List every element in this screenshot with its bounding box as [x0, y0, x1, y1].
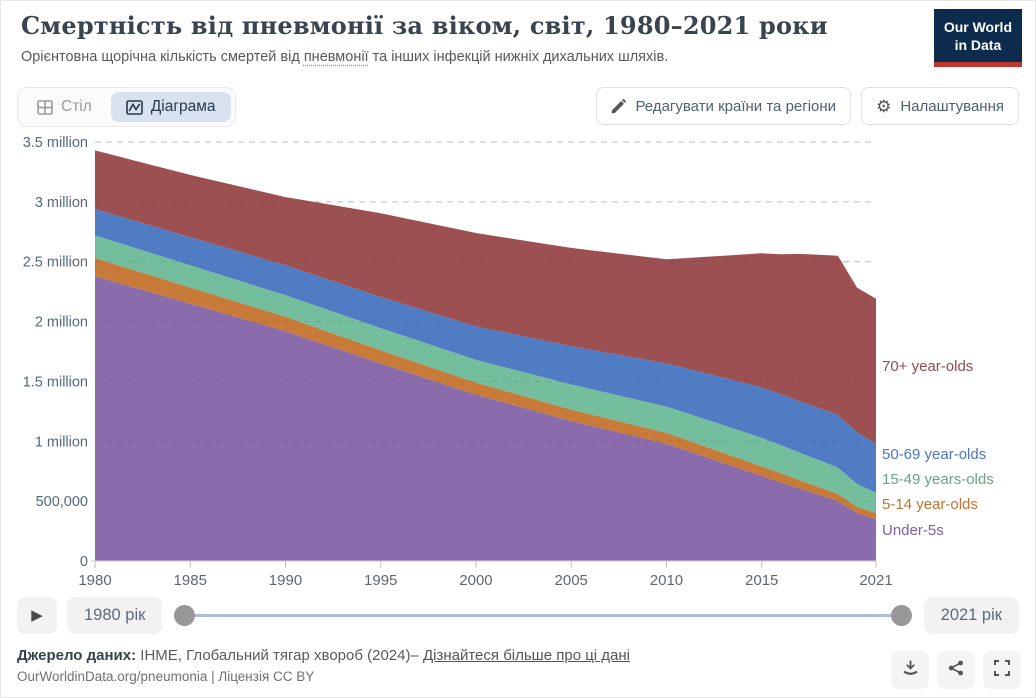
chart-area: 1980 1985 1990 1995 2000 2005 2010 2015 2021 0 500…: [1, 135, 1036, 591]
pencil-icon: [611, 98, 627, 114]
fullscreen-button[interactable]: [983, 651, 1021, 689]
download-button[interactable]: [891, 651, 929, 689]
tab-table[interactable]: Стіл: [22, 92, 107, 122]
play-icon: ▶: [31, 607, 43, 624]
legend-label-5-14 year-olds[interactable]: 5-14 year-olds: [882, 496, 978, 513]
timeline-handle-end[interactable]: [890, 604, 912, 626]
settings-label: Налаштування: [900, 97, 1004, 115]
owid-logo[interactable]: Our World in Data: [933, 9, 1022, 68]
timeline-start-year[interactable]: 1980 рік: [67, 596, 163, 634]
x-axis-tick-label: 2000: [459, 572, 492, 589]
byline: OurWorldinData.org/pneumonia | Ліцензія …: [17, 669, 315, 684]
share-icon: [948, 660, 964, 681]
chart-icon: [125, 99, 143, 115]
stacked-area-chart[interactable]: 1980 1985 1990 1995 2000 2005 2010 2015 2021 0 500…: [1, 135, 1036, 591]
fullscreen-icon: [994, 659, 1010, 681]
y-axis-tick-label: 1 million: [35, 434, 88, 450]
gear-icon: ⚙: [876, 96, 892, 116]
play-button[interactable]: ▶: [17, 596, 57, 634]
source-label: Джерело даних:: [17, 647, 137, 664]
area-series-70+ year-olds[interactable]: [95, 150, 876, 444]
area-series-Under-5s[interactable]: [95, 276, 876, 561]
x-axis-tick-label: 2015: [745, 572, 778, 589]
subtitle-prefix: Орієнтовна щорічна кількість смертей від: [21, 49, 304, 65]
timeline-controls: ▶ 1980 рік 2021 рік: [17, 596, 1019, 634]
x-axis-tick-label: 1980: [78, 572, 111, 589]
y-axis-tick-label: 3.5 million: [23, 135, 88, 151]
subtitle-term-link[interactable]: пневмонії: [303, 49, 369, 65]
y-axis-tick-label: 500,000: [36, 494, 88, 510]
y-axis-tick-label: 3 million: [35, 195, 88, 211]
edit-countries-button[interactable]: Редагувати країни та регіони: [596, 87, 852, 125]
x-axis-tick-label: 1995: [364, 572, 397, 589]
tab-chart[interactable]: Діаграма: [110, 92, 231, 122]
table-icon: [37, 99, 53, 115]
y-axis-tick-label: 1.5 million: [23, 374, 88, 390]
timeline-handle-start[interactable]: [174, 604, 196, 626]
share-button[interactable]: [937, 651, 975, 689]
footer: Джерело даних: IHME, Глобальний тягар хв…: [17, 647, 630, 684]
footer-actions: [891, 651, 1021, 689]
y-axis-tick-label: 2.5 million: [23, 255, 88, 271]
settings-button[interactable]: ⚙ Налаштування: [861, 87, 1019, 125]
legend-label-70+ year-olds[interactable]: 70+ year-olds: [882, 358, 974, 375]
tab-chart-label: Діаграма: [150, 98, 216, 115]
chart-subtitle: Орієнтовна щорічна кількість смертей від…: [21, 49, 901, 65]
source-line: Джерело даних: IHME, Глобальний тягар хв…: [17, 647, 630, 664]
timeline-track[interactable]: [184, 613, 902, 617]
legend-label-50-69 year-olds[interactable]: 50-69 year-olds: [882, 446, 987, 463]
owid-logo-line1: Our World: [943, 19, 1012, 35]
area-series-15-49 years-olds[interactable]: [95, 235, 876, 514]
learn-more-link[interactable]: Дізнайтеся більше про ці дані: [422, 647, 631, 664]
x-axis-tick-label: 2010: [650, 572, 683, 589]
legend-label-Under-5s[interactable]: Under-5s: [882, 522, 944, 539]
area-series-5-14 year-olds[interactable]: [95, 258, 876, 520]
area-series-50-69 year-olds[interactable]: [95, 209, 876, 493]
y-axis-tick-label: 0: [80, 554, 88, 570]
x-axis-tick-label: 1990: [269, 572, 302, 589]
download-icon: [902, 659, 919, 681]
x-axis-tick-label: 2021: [859, 572, 892, 589]
timeline-end-year[interactable]: 2021 рік: [923, 596, 1019, 634]
x-axis-tick-label: 1985: [174, 572, 207, 589]
edit-countries-label: Редагувати країни та регіони: [635, 97, 837, 115]
tab-table-label: Стіл: [61, 98, 92, 115]
source-text: IHME, Глобальний тягар хвороб (2024)–: [136, 647, 423, 664]
x-axis-tick-label: 2005: [555, 572, 588, 589]
toolbar-right: Редагувати країни та регіони ⚙ Налаштува…: [596, 87, 1019, 125]
legend-label-15-49 years-olds[interactable]: 15-49 years-olds: [882, 471, 994, 488]
y-axis-tick-label: 2 million: [35, 315, 88, 331]
owid-logo-line2: in Data: [954, 37, 1002, 54]
subtitle-suffix: та інших інфекцій нижніх дихальних шляхі…: [368, 49, 669, 65]
timeline-slider[interactable]: [172, 597, 913, 634]
page-title: Смертність від пневмонії за віком, світ,…: [21, 11, 828, 40]
view-tab-group: Стіл Діаграма: [17, 87, 236, 127]
